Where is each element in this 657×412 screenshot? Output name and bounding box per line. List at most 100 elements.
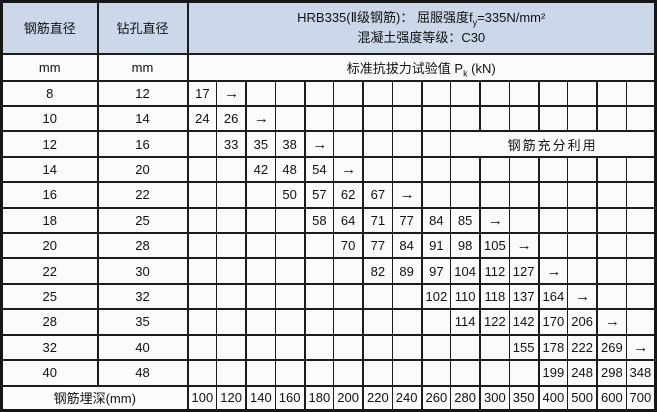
empty-cell [508, 206, 540, 234]
pullout-value-cell: 298 [596, 358, 627, 387]
empty-cell [537, 181, 569, 209]
pullout-value-cell: 97 [420, 257, 452, 285]
empty-cell [362, 282, 393, 311]
pullout-value-cell: 269 [596, 333, 627, 361]
embed-depth-value: 600 [596, 384, 627, 412]
empty-cell [420, 104, 452, 133]
empty-cell [508, 79, 540, 107]
rebar-diameter-unit: mm [1, 52, 99, 82]
pullout-value-cell: 67 [362, 181, 393, 209]
embed-depth-value: 300 [479, 384, 510, 412]
embed-depth-value: 260 [420, 384, 452, 412]
empty-cell [274, 333, 306, 361]
table-row: 16 22 50 57 62 67 → [1, 181, 657, 209]
empty-cell [245, 333, 276, 361]
empty-cell [596, 282, 627, 311]
empty-cell [391, 333, 423, 361]
spec-line1-subscript: y [472, 17, 478, 28]
empty-cell [420, 181, 452, 209]
drill-diameter-cell: 40 [97, 333, 189, 361]
empty-cell [537, 79, 569, 107]
empty-cell [186, 181, 218, 209]
arrow-right-icon: → [399, 186, 415, 204]
arrow-right-icon: → [604, 313, 620, 331]
table-row: 28 35 114 122 142 170 206 → [1, 308, 657, 336]
empty-cell [567, 181, 599, 209]
empty-cell [537, 206, 569, 234]
drill-diameter-cell: 28 [97, 231, 189, 260]
pullout-value-cell: 178 [537, 333, 569, 361]
pullout-value-cell: 248 [567, 358, 599, 387]
arrow-right-icon: → [516, 237, 532, 255]
arrow-cell: → [479, 206, 510, 234]
embed-depth-value: 700 [625, 384, 657, 412]
drill-diameter-header: 钻孔直径 [97, 0, 189, 55]
pullout-label-subscript: k [463, 68, 468, 79]
full-use-merged-cell: 钢筋充分利用 [450, 130, 656, 158]
empty-cell [420, 308, 452, 336]
pullout-value-cell: 89 [391, 257, 423, 285]
pullout-value-cell: 104 [450, 257, 482, 285]
pullout-value-cell: 114 [450, 308, 482, 336]
empty-cell [274, 231, 306, 260]
empty-cell [508, 358, 540, 387]
empty-cell [567, 231, 599, 260]
empty-cell [245, 257, 276, 285]
table-row: 25 32 102 110 118 137 164 → [1, 282, 657, 311]
arrow-cell: → [303, 130, 335, 158]
embed-depth-value: 120 [216, 384, 248, 412]
empty-cell [420, 333, 452, 361]
pullout-value-cell: 77 [391, 206, 423, 234]
arrow-right-icon: → [224, 84, 239, 102]
empty-cell [245, 181, 276, 209]
empty-cell [479, 181, 510, 209]
empty-cell [245, 231, 276, 260]
empty-cell [186, 257, 218, 285]
arrow-cell: → [245, 104, 276, 133]
table-row: 10 14 24 26 → [1, 104, 657, 133]
empty-cell [391, 155, 423, 184]
pullout-value-cell: 137 [508, 282, 540, 311]
empty-cell [567, 257, 599, 285]
empty-cell [186, 130, 218, 158]
pullout-value-cell: 77 [362, 231, 393, 260]
empty-cell [537, 104, 569, 133]
pullout-value-cell: 24 [186, 104, 218, 133]
spec-line1-text: HRB335(Ⅱ级钢筋)： 屈服强度f [297, 9, 473, 25]
empty-cell [537, 231, 569, 260]
empty-cell [596, 257, 627, 285]
empty-cell [333, 282, 365, 311]
empty-cell [625, 206, 657, 234]
pullout-value-cell: 42 [245, 155, 276, 184]
empty-cell [508, 181, 540, 209]
empty-cell [362, 155, 393, 184]
pullout-value-cell: 170 [537, 308, 569, 336]
empty-cell [245, 282, 276, 311]
empty-cell [362, 333, 393, 361]
drill-diameter-cell: 20 [97, 155, 189, 184]
empty-cell [479, 358, 510, 387]
empty-cell [625, 155, 657, 184]
embed-depth-value: 350 [508, 384, 540, 412]
empty-cell [216, 181, 248, 209]
empty-cell [216, 308, 248, 336]
pullout-value-cell: 348 [625, 358, 657, 387]
empty-cell [216, 206, 248, 234]
drill-diameter-cell: 16 [97, 130, 189, 158]
pullout-value-cell: 62 [333, 181, 365, 209]
rebar-diameter-cell: 25 [1, 282, 99, 311]
empty-cell [274, 358, 306, 387]
empty-cell [245, 308, 276, 336]
empty-cell [303, 79, 335, 107]
empty-cell [362, 130, 393, 158]
empty-cell [450, 104, 482, 133]
empty-cell [450, 79, 482, 107]
empty-cell [274, 282, 306, 311]
empty-cell [625, 257, 657, 285]
empty-cell [216, 282, 248, 311]
empty-cell [479, 79, 510, 107]
empty-cell [625, 104, 657, 133]
empty-cell [391, 282, 423, 311]
embed-depth-value: 100 [186, 384, 218, 412]
